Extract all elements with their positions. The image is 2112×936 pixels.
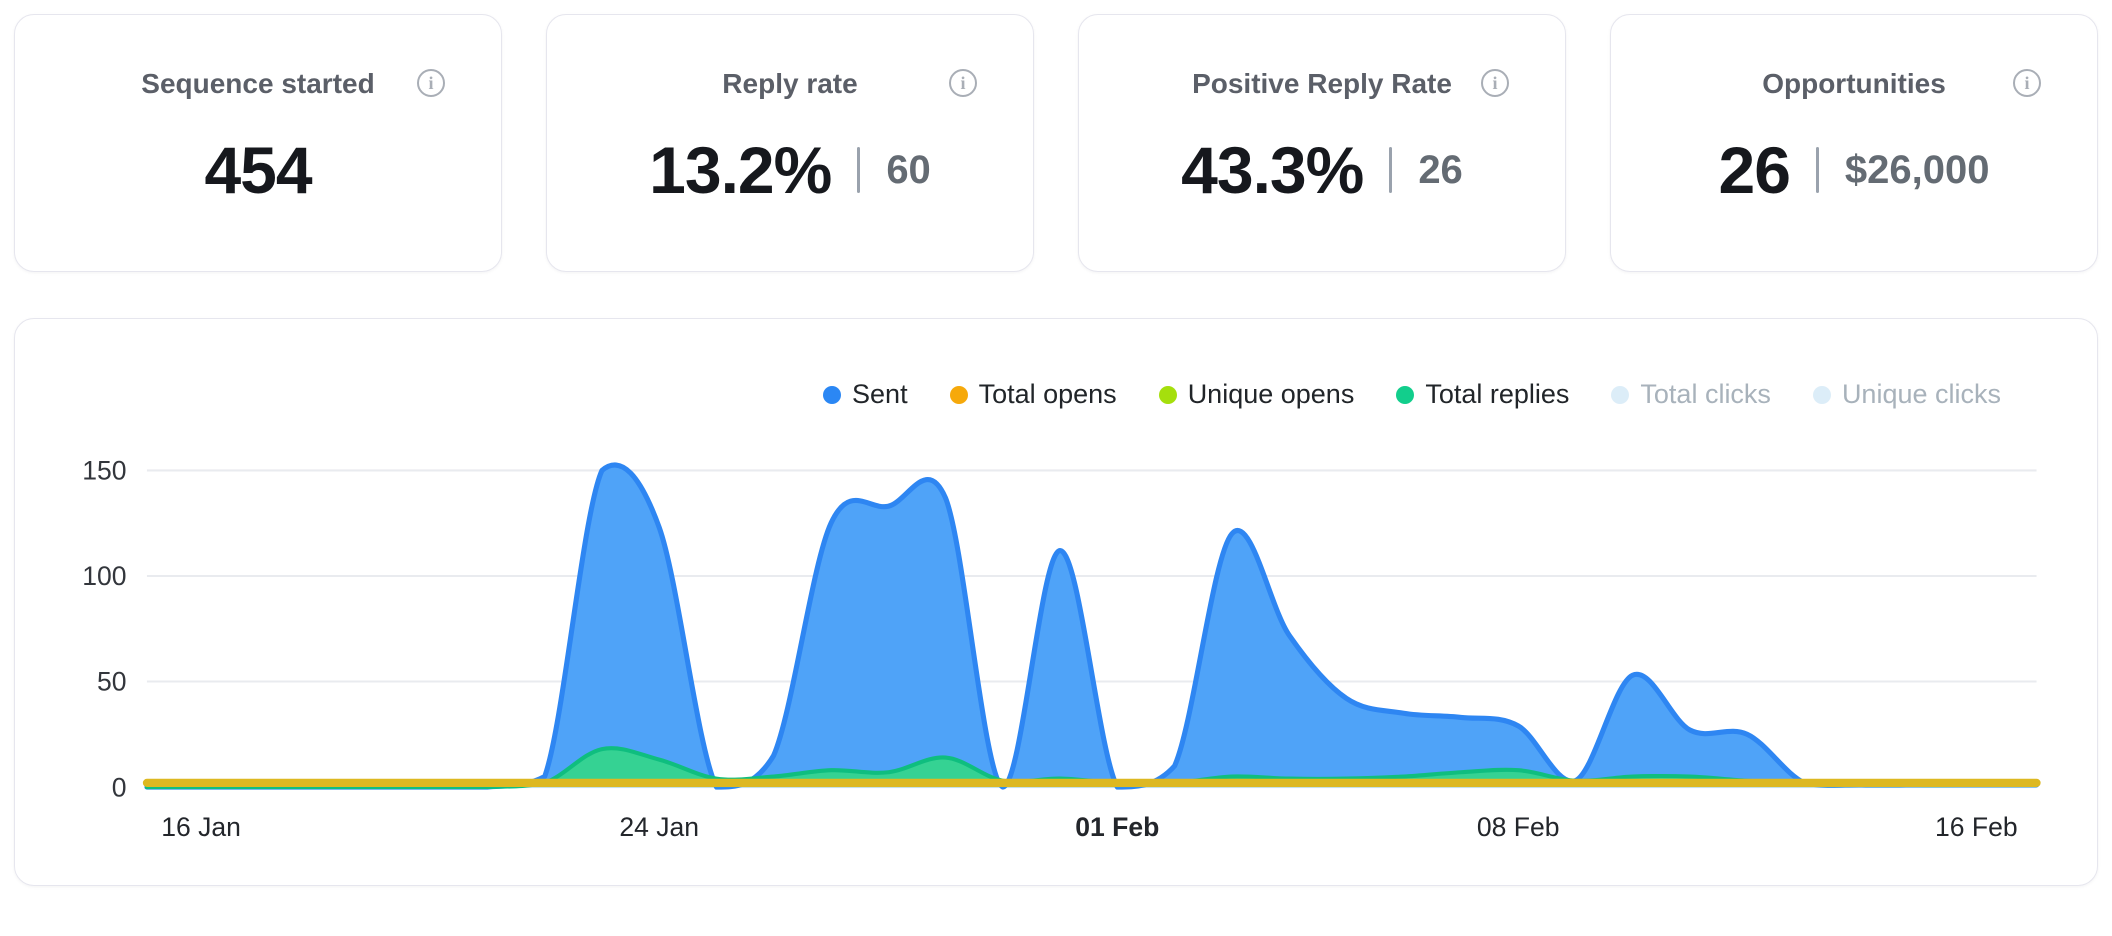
total-clicks-series-dot-icon	[1611, 385, 1630, 404]
total-replies-series-dot-icon	[1396, 385, 1415, 404]
svg-text:0: 0	[112, 772, 127, 802]
stat-card-reply-rate: Reply rate 13.2% 60	[546, 14, 1034, 272]
card-values: 43.3% 26	[1079, 137, 1565, 203]
stat-card-sequence-started: Sequence started 454	[14, 14, 502, 272]
svg-text:08 Feb: 08 Feb	[1477, 812, 1560, 842]
legend-item-total-clicks[interactable]: Total clicks	[1611, 379, 1771, 410]
stat-secondary-value: $26,000	[1844, 148, 1990, 192]
card-header: Reply rate	[547, 67, 1033, 101]
legend-item-total-replies[interactable]: Total replies	[1396, 379, 1569, 410]
card-values: 13.2% 60	[547, 137, 1033, 203]
svg-text:01 Feb: 01 Feb	[1075, 812, 1159, 842]
value-divider	[1389, 147, 1393, 193]
legend-label: Total replies	[1425, 379, 1570, 409]
card-title: Reply rate	[722, 68, 858, 99]
card-header: Positive Reply Rate	[1079, 67, 1565, 101]
svg-text:16 Feb: 16 Feb	[1935, 812, 2018, 842]
unique-opens-series-dot-icon	[1158, 385, 1177, 404]
svg-text:24 Jan: 24 Jan	[619, 812, 699, 842]
svg-text:150: 150	[82, 456, 126, 486]
stat-value: 43.3%	[1181, 133, 1364, 207]
total-opens-series-dot-icon	[949, 385, 968, 404]
value-divider	[857, 147, 861, 193]
legend-label: Unique clicks	[1841, 379, 2001, 409]
legend-label: Total opens	[978, 379, 1117, 409]
sent-series-dot-icon	[823, 385, 842, 404]
card-title: Sequence started	[141, 68, 375, 99]
svg-text:16 Jan: 16 Jan	[161, 812, 241, 842]
info-icon[interactable]	[417, 69, 445, 97]
svg-text:50: 50	[97, 667, 127, 697]
stat-value: 454	[204, 133, 312, 207]
chart-svg: 0 50 100 150 16 Jan 24 Jan 01 Feb 08 Feb 16 Feb	[82, 456, 2041, 842]
card-header: Sequence started	[15, 67, 501, 101]
card-header: Opportunities	[1611, 67, 2097, 101]
stat-value: 26	[1718, 133, 1790, 207]
unique-clicks-series-dot-icon	[1812, 385, 1831, 404]
card-values: 26 $26,000	[1611, 137, 2097, 203]
chart-legend: Sent Total opens Unique opens Total repl…	[55, 379, 2057, 410]
legend-item-unique-opens[interactable]: Unique opens	[1158, 379, 1355, 410]
stat-secondary-value: 26	[1418, 148, 1463, 192]
legend-label: Unique opens	[1187, 379, 1355, 409]
svg-text:100: 100	[82, 561, 126, 591]
sequence-activity-chart[interactable]: 0 50 100 150 16 Jan 24 Jan 01 Feb 08 Feb 16 Feb	[55, 450, 2057, 859]
info-icon[interactable]	[949, 69, 977, 97]
legend-item-unique-clicks[interactable]: Unique clicks	[1812, 379, 2001, 410]
stat-card-opportunities: Opportunities 26 $26,000	[1610, 14, 2098, 272]
stat-value: 13.2%	[649, 133, 832, 207]
chart-card: Sent Total opens Unique opens Total repl…	[14, 318, 2098, 886]
stat-secondary-value: 60	[886, 148, 931, 192]
legend-label: Sent	[852, 379, 908, 409]
info-icon[interactable]	[2013, 69, 2041, 97]
stat-card-positive-reply-rate: Positive Reply Rate 43.3% 26	[1078, 14, 1566, 272]
card-title: Opportunities	[1762, 68, 1946, 99]
value-divider	[1815, 147, 1819, 193]
stats-row: Sequence started 454 Reply rate 13.2% 60…	[14, 14, 2098, 272]
legend-item-sent[interactable]: Sent	[823, 379, 908, 410]
card-title: Positive Reply Rate	[1192, 68, 1452, 99]
legend-item-total-opens[interactable]: Total opens	[949, 379, 1117, 410]
card-values: 454	[15, 137, 501, 203]
legend-label: Total clicks	[1640, 379, 1771, 409]
info-icon[interactable]	[1481, 69, 1509, 97]
